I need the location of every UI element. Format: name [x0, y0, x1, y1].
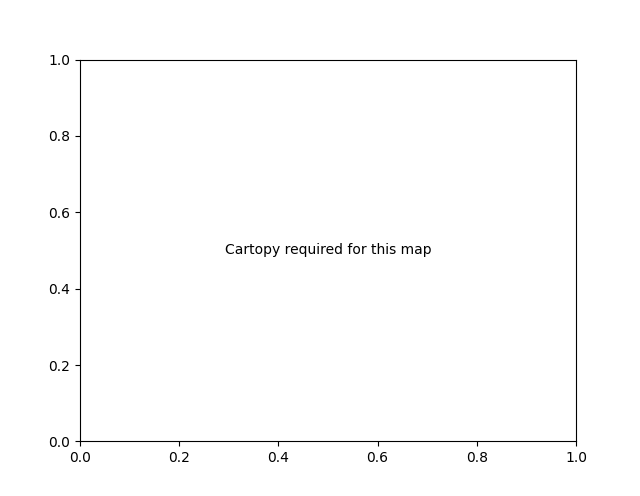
Text: Cartopy required for this map: Cartopy required for this map — [225, 244, 431, 257]
